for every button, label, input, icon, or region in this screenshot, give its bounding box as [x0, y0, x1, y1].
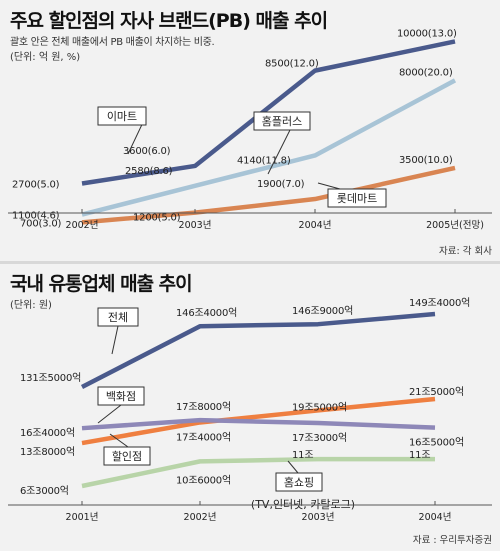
data-label: 149조4000억 [409, 297, 470, 309]
data-label: 16조4000억 [20, 427, 75, 439]
series-line-전체 [80, 311, 436, 390]
data-label: 1200(5.0) [133, 213, 181, 224]
series-line-홈쇼핑 [81, 456, 435, 489]
legend-label: 할인점 [112, 450, 142, 463]
x-tick-label: 2003년 [302, 512, 335, 523]
chart-title: 국내 유통업체 매출 추이 [10, 273, 193, 295]
data-label: 10000(13.0) [397, 28, 457, 39]
retail-sales-chart: 국내 유통업체 매출 추이 (단위: 원) 131조5000억 146조4000억… [0, 262, 500, 551]
legend-label: 홈플러스 [262, 114, 302, 128]
data-label: 13조8000억 [20, 446, 75, 458]
source-label: 자료 : 우리투자증권 [412, 535, 492, 546]
pb-sales-chart: 주요 할인점의 자사 브랜드(PB) 매출 추이 괄호 안은 전체 매출에서 P… [0, 0, 500, 262]
data-label: 16조5000억 [409, 437, 464, 449]
series-line-백화점 [81, 417, 436, 431]
legend-box [275, 472, 323, 492]
chart-subtitle: 괄호 안은 전체 매출에서 PB 매출이 차지하는 비중. [10, 37, 215, 48]
data-label: 700(3.0) [20, 218, 61, 229]
x-tick-label: 2005년(전망) [426, 220, 484, 231]
data-label: 1900(7.0) [257, 179, 305, 190]
legend-label: 롯데마트 [337, 192, 377, 205]
data-label: 11조 [292, 450, 313, 461]
legend-leader-line [97, 404, 122, 424]
data-label: 17조4000억 [176, 431, 231, 443]
x-tick-label: 2001년 [66, 512, 99, 523]
legend-leader-line [111, 325, 119, 355]
series-line-롯데마트 [81, 165, 456, 225]
data-label: 3500(10.0) [399, 155, 453, 166]
data-label: 3600(6.0) [123, 146, 171, 157]
legend-box [97, 386, 145, 406]
data-label: 11조 [409, 450, 430, 461]
x-tick-label: 2002년 [66, 220, 99, 231]
data-label: 2580(8.6) [125, 166, 173, 177]
data-label: 21조5000억 [409, 386, 464, 398]
data-label: 17조8000억 [176, 401, 231, 413]
data-label: 146조9000억 [292, 305, 353, 317]
source-label: 자료: 각 회사 [439, 246, 492, 257]
data-label: 19조5000억 [292, 401, 347, 413]
legend-leader-line [287, 460, 299, 474]
legend-box [97, 106, 147, 126]
data-label: 2700(5.0) [12, 179, 60, 190]
legend-box [97, 307, 139, 327]
legend-label: 전체 [108, 311, 128, 324]
data-label: 10조6000억 [176, 474, 231, 486]
data-label: 17조3000억 [292, 432, 347, 444]
divider [0, 261, 500, 264]
legend-box [103, 446, 151, 466]
data-label: 8500(12.0) [265, 59, 319, 70]
x-tick-label: 2004년 [299, 220, 332, 231]
chart-title: 주요 할인점의 자사 브랜드(PB) 매출 추이 [10, 10, 328, 32]
legend-label: 이마트 [107, 110, 137, 123]
legend-label: 홈쇼핑 [284, 475, 314, 489]
x-tick-label: 2002년 [184, 512, 217, 523]
data-label: 131조5000억 [20, 372, 81, 384]
data-label: 1100(4.6) [12, 211, 60, 222]
series-line-할인점 [81, 396, 436, 446]
unit-label: (단위: 억 원, %) [10, 52, 81, 63]
unit-label: (단위: 원) [10, 300, 52, 311]
data-label: 6조3000억 [20, 485, 69, 497]
data-label: 4140(11.8) [237, 155, 291, 166]
series-line-홈플러스 [81, 78, 457, 217]
x-tick-label: 2004년 [419, 512, 452, 523]
legend-box [327, 188, 387, 208]
legend-leader-line [267, 129, 291, 175]
legend-label: 백화점 [106, 390, 136, 403]
data-label: 146조4000억 [176, 307, 237, 319]
legend-box [253, 111, 311, 131]
data-label: 8000(20.0) [399, 67, 453, 78]
pb-line-chart: 2700(5.0) 3600(6.0) 8500(12.0) 10000(13.0) 이… [8, 28, 492, 231]
legend-leader-line [109, 433, 129, 448]
x-tick-label: 2003년 [179, 220, 212, 231]
legend-leader-line [317, 182, 341, 190]
